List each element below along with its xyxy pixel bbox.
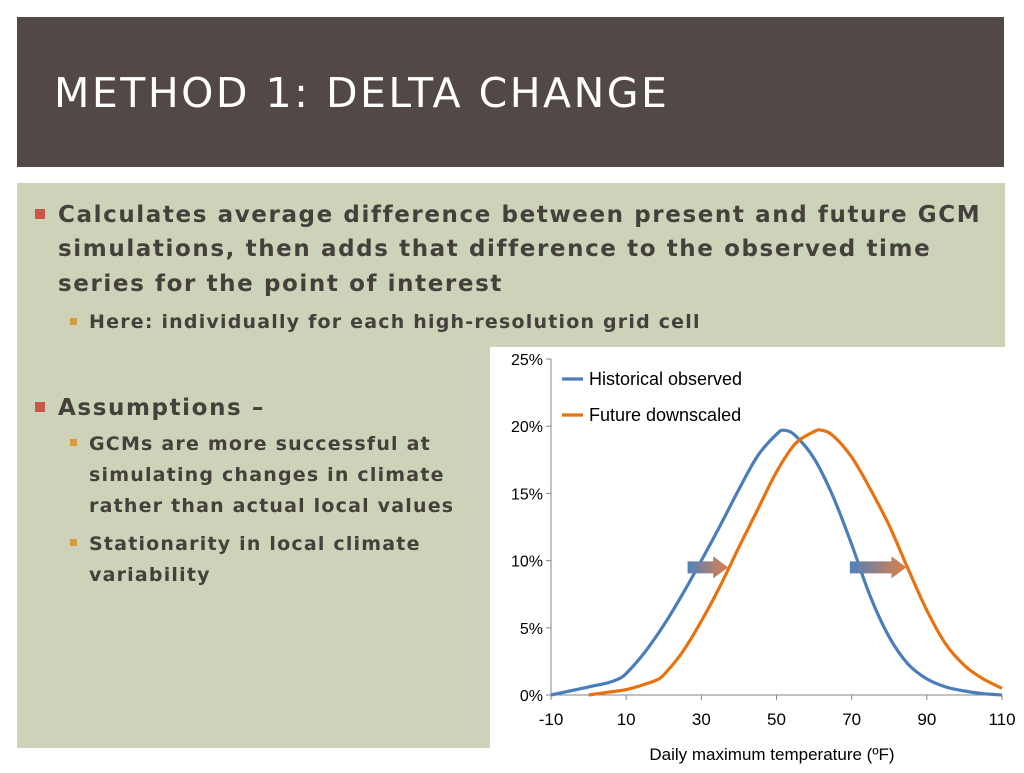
x-tick-label: -10 <box>539 710 564 729</box>
x-tick-label: 110 <box>988 710 1015 729</box>
chart-legend: Historical observed Future downscaled <box>562 369 742 425</box>
bullet-marker <box>35 402 45 412</box>
chart-axes: 0% 5% 10% 15% 20% 25% -10 10 30 50 70 90 110 <box>511 352 1016 729</box>
bullet-2-sub-1-line-1: GCMs are more successful at <box>89 433 431 455</box>
sub-bullet-marker <box>70 539 77 546</box>
y-tick-label: 10% <box>511 554 543 571</box>
slide-title: METHOD 1: DELTA CHANGE <box>54 69 670 117</box>
bullet-1-line-1: Calculates average difference between pr… <box>58 202 982 228</box>
bullet-2-sub-1-line-3: rather than actual local values <box>89 495 455 517</box>
chart-annotations <box>687 556 907 579</box>
shift-arrow-left <box>687 556 729 579</box>
bullet-2-sub-2-line-1: Stationarity in local climate <box>89 533 421 555</box>
y-tick-label: 5% <box>520 621 543 638</box>
temperature-distribution-chart: 0% 5% 10% 15% 20% 25% -10 10 30 50 70 90 110 Histori… <box>511 352 1016 764</box>
series-line-future <box>588 428 1003 697</box>
bullet-2-sub-2-line-2: variability <box>89 564 211 586</box>
legend-label: Historical observed <box>589 369 742 389</box>
x-tick-label: 50 <box>767 710 786 729</box>
bullet-1-line-2: simulations, then adds that difference t… <box>58 236 932 262</box>
bullet-marker <box>35 209 45 219</box>
bullet-list: Calculates average difference between pr… <box>17 183 1005 748</box>
chart-container: 0% 5% 10% 15% 20% 25% -10 10 30 50 70 90 110 Histori… <box>490 347 1024 768</box>
bullet-2-sub-1-line-2: simulating changes in climate <box>89 464 445 486</box>
x-tick-label: 10 <box>617 710 636 729</box>
bullet-2-line-1: Assumptions – <box>58 395 266 421</box>
chart-series <box>550 428 1003 697</box>
bullet-1-line-3: series for the point of interest <box>58 271 503 297</box>
shift-arrow-right <box>849 556 907 579</box>
y-tick-label: 25% <box>511 352 543 369</box>
series-line-historical <box>550 428 1003 697</box>
y-tick-label: 0% <box>520 688 543 705</box>
legend-label: Future downscaled <box>589 405 741 425</box>
y-tick-label: 20% <box>511 419 543 436</box>
x-axis-label: Daily maximum temperature (ºF) <box>649 745 894 764</box>
x-tick-label: 30 <box>692 710 711 729</box>
bullet-1-sub-1: Here: individually for each high-resolut… <box>89 311 701 333</box>
x-tick-label: 90 <box>917 710 936 729</box>
title-bar: METHOD 1: DELTA CHANGE <box>17 17 1004 167</box>
sub-bullet-marker <box>70 318 77 325</box>
sub-bullet-marker <box>70 439 77 446</box>
x-tick-label: 70 <box>842 710 861 729</box>
y-tick-label: 15% <box>511 486 543 503</box>
